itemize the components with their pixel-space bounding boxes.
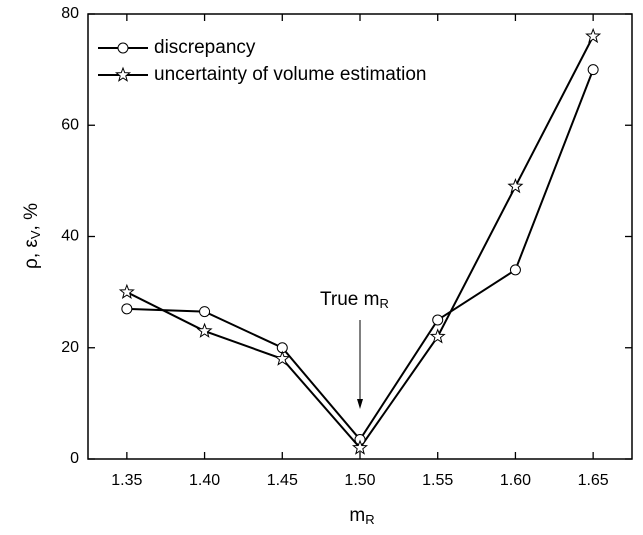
- data-point: [429, 328, 446, 344]
- annotation-main: True m: [320, 289, 379, 310]
- y-tick-label: 40: [61, 228, 79, 245]
- legend-label: uncertainty of volume estimation: [154, 64, 426, 85]
- data-point: [274, 350, 291, 366]
- y-tick-label: 60: [61, 116, 79, 133]
- data-point: [121, 303, 133, 315]
- y-tick-label: 20: [61, 339, 79, 356]
- data-point: [118, 283, 135, 299]
- x-axis-label: mR: [349, 505, 374, 527]
- y-label-part: , %: [21, 203, 42, 231]
- legend-marker: [114, 66, 132, 82]
- data-point: [351, 439, 369, 455]
- x-label-main: m: [349, 505, 365, 526]
- annotation: True mR: [320, 289, 389, 311]
- x-tick-label: 1.35: [111, 472, 142, 489]
- x-tick-label: 1.60: [500, 472, 531, 489]
- y-tick-label: 80: [61, 5, 79, 22]
- x-label-sub: R: [365, 512, 374, 527]
- data-point: [585, 27, 602, 44]
- y-tick-label: 0: [70, 450, 79, 467]
- data-point: [507, 178, 524, 194]
- legend-marker: [117, 42, 129, 54]
- x-tick-label: 1.40: [189, 472, 220, 489]
- annotation-sub: R: [379, 296, 388, 311]
- data-point: [196, 322, 213, 338]
- x-tick-label: 1.65: [578, 472, 609, 489]
- data-point: [587, 64, 599, 76]
- x-tick-label: 1.45: [267, 472, 298, 489]
- data-point: [199, 306, 211, 318]
- data-point: [432, 314, 444, 326]
- y-label-sub: V: [28, 230, 43, 239]
- legend-label: discrepancy: [154, 37, 256, 58]
- y-label-part: ρ, ε: [21, 239, 42, 269]
- y-axis-label: ρ, εV, %: [21, 203, 43, 269]
- x-tick-label: 1.50: [344, 472, 375, 489]
- annotation-arrowhead: [357, 398, 363, 409]
- data-point: [509, 264, 521, 276]
- x-tick-label: 1.55: [422, 472, 453, 489]
